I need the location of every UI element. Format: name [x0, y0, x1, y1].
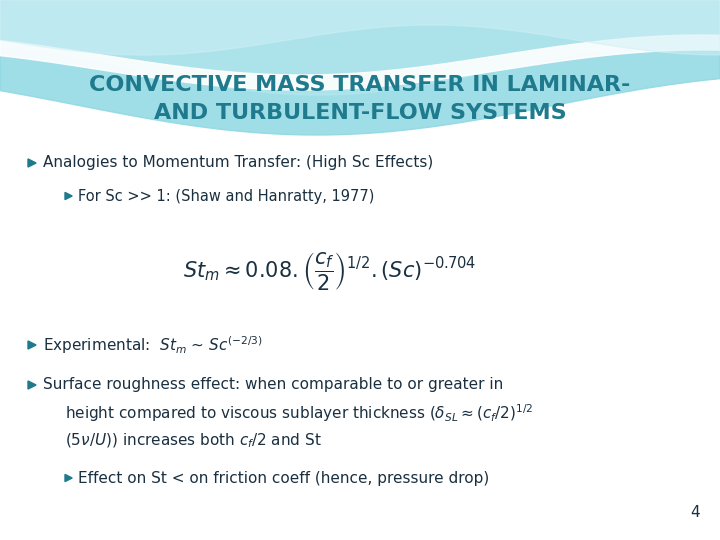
Text: Analogies to Momentum Transfer: (High Sc Effects): Analogies to Momentum Transfer: (High Sc… [43, 156, 433, 171]
Text: Effect on St < on friction coeff (hence, pressure drop): Effect on St < on friction coeff (hence,… [78, 470, 490, 485]
Text: 4: 4 [690, 505, 700, 520]
Text: CONVECTIVE MASS TRANSFER IN LAMINAR-: CONVECTIVE MASS TRANSFER IN LAMINAR- [89, 75, 631, 95]
Text: AND TURBULENT-FLOW SYSTEMS: AND TURBULENT-FLOW SYSTEMS [153, 103, 567, 123]
Text: $\mathit{St}_m \approx 0.08.\left(\dfrac{c_f}{2}\right)^{1/2}.\mathit{(Sc)}^{-0.: $\mathit{St}_m \approx 0.08.\left(\dfrac… [184, 251, 477, 293]
Text: Surface roughness effect: when comparable to or greater in: Surface roughness effect: when comparabl… [43, 377, 503, 393]
Text: height compared to viscous sublayer thickness ($\delta_{SL} \approx (c_f/2)^{1/2: height compared to viscous sublayer thic… [65, 402, 533, 424]
Polygon shape [28, 159, 36, 167]
Polygon shape [28, 341, 36, 349]
Polygon shape [65, 192, 72, 200]
Polygon shape [28, 381, 36, 389]
Text: Experimental:  $\mathit{St}_m$ ~ $\mathit{Sc}^{(-2/3)}$: Experimental: $\mathit{St}_m$ ~ $\mathit… [43, 334, 263, 356]
Polygon shape [65, 475, 72, 482]
Text: For Sc >> 1: (Shaw and Hanratty, 1977): For Sc >> 1: (Shaw and Hanratty, 1977) [78, 188, 374, 204]
Text: $(5\nu/U))$ increases both $c_f/2$ and St: $(5\nu/U))$ increases both $c_f/2$ and S… [65, 432, 322, 450]
